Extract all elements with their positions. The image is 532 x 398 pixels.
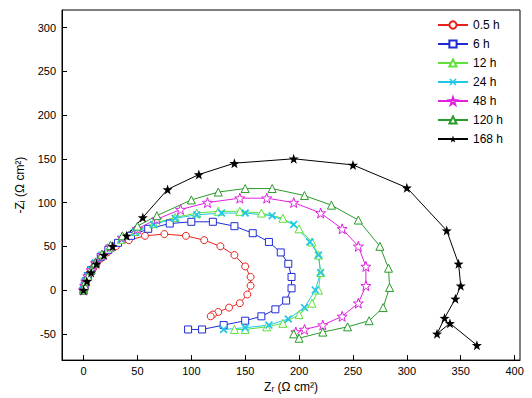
svg-text:6 h: 6 h (473, 37, 490, 51)
svg-text:24 h: 24 h (473, 75, 496, 89)
svg-text:400: 400 (505, 365, 523, 377)
svg-text:300: 300 (38, 22, 56, 34)
svg-text:Zᵣ (Ω cm²): Zᵣ (Ω cm²) (264, 380, 318, 394)
svg-text:100: 100 (182, 365, 200, 377)
svg-text:-50: -50 (40, 328, 56, 340)
svg-text:200: 200 (38, 109, 56, 121)
svg-text:50: 50 (131, 365, 143, 377)
svg-text:250: 250 (38, 65, 56, 77)
svg-text:12 h: 12 h (473, 56, 496, 70)
svg-text:0: 0 (50, 284, 56, 296)
svg-text:120 h: 120 h (473, 113, 503, 127)
svg-text:48 h: 48 h (473, 94, 496, 108)
svg-text:150: 150 (236, 365, 254, 377)
svg-text:150: 150 (38, 153, 56, 165)
svg-text:300: 300 (398, 365, 416, 377)
svg-text:100: 100 (38, 197, 56, 209)
svg-text:0.5 h: 0.5 h (473, 18, 500, 32)
svg-text:350: 350 (452, 365, 470, 377)
svg-text:168 h: 168 h (473, 132, 503, 146)
svg-text:0: 0 (80, 365, 86, 377)
svg-text:200: 200 (290, 365, 308, 377)
svg-text:50: 50 (44, 240, 56, 252)
svg-text:250: 250 (344, 365, 362, 377)
svg-text:-Zᵢ (Ω cm²): -Zᵢ (Ω cm²) (13, 157, 27, 214)
